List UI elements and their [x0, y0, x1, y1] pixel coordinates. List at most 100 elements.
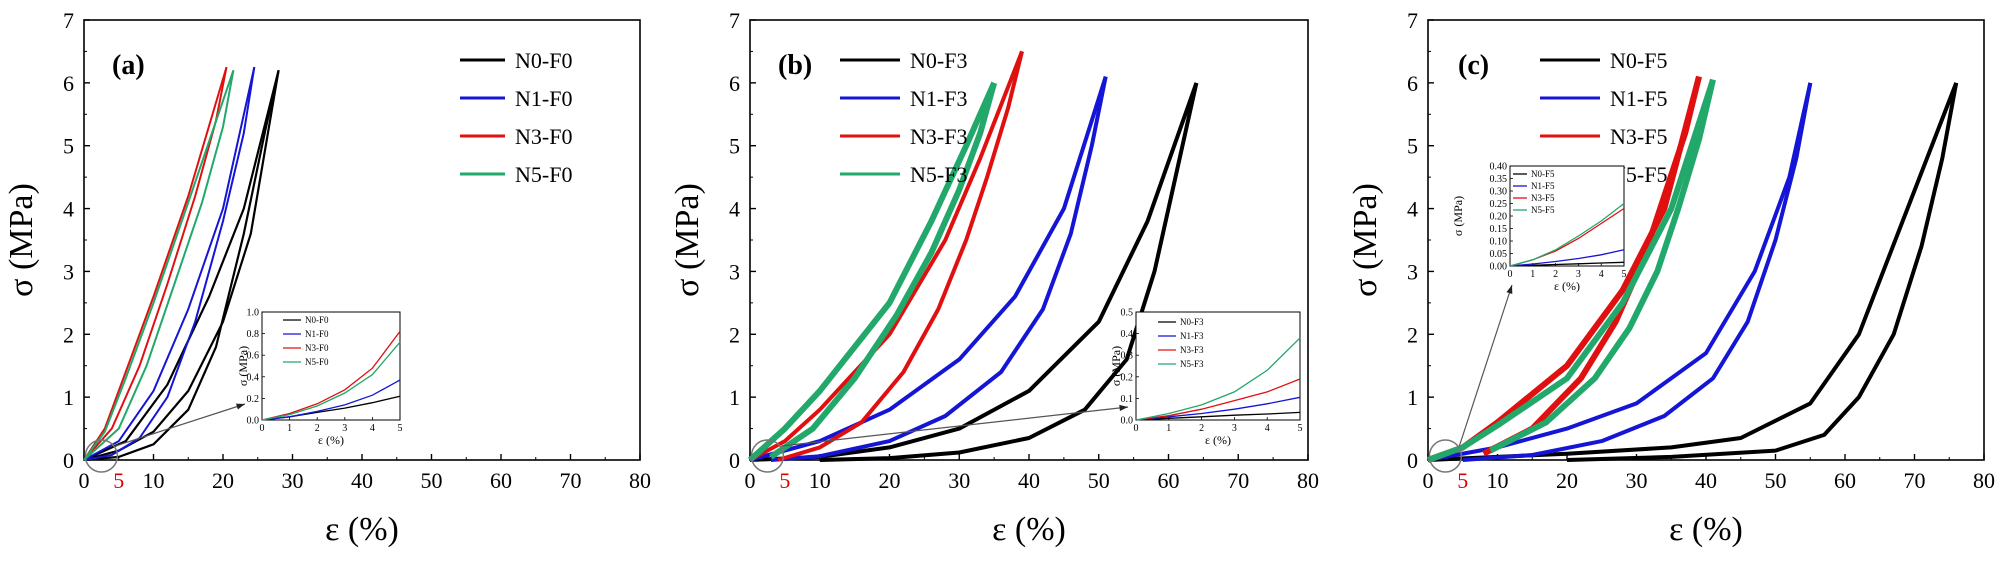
- inset-x-tick-label: 2: [1553, 269, 1558, 280]
- x-tick-label: 0: [745, 468, 756, 493]
- x-tick-label: 70: [1227, 468, 1249, 493]
- inset-x-tick-label: 1: [287, 423, 292, 434]
- inset-y-tick-label: 0.35: [1490, 174, 1508, 185]
- series-n0-f5: [1427, 82, 1959, 462]
- inset-y-axis-label: σ (MPa): [236, 346, 250, 386]
- y-tick-label: 1: [63, 385, 74, 410]
- x-tick-label: 0: [1423, 468, 1434, 493]
- legend-label: N1-F5: [1610, 86, 1667, 111]
- panel-label: (b): [778, 50, 812, 81]
- inset-y-tick-label: 0.2: [247, 394, 260, 405]
- inset-frame: [1135, 311, 1301, 421]
- inset-legend-label: N3-F5: [1531, 193, 1555, 203]
- panel-label: (c): [1458, 50, 1489, 81]
- inset-legend-label: N0-F5: [1531, 169, 1555, 179]
- y-tick-label: 0: [729, 448, 740, 473]
- series-line-loading: [749, 50, 1024, 462]
- inset-y-tick-label: 1.0: [247, 308, 260, 319]
- y-tick-label: 1: [1407, 385, 1418, 410]
- y-tick-label: 4: [729, 197, 740, 222]
- y-tick-label: 6: [1407, 71, 1418, 96]
- x-axis-label: ε (%): [992, 511, 1066, 548]
- inset-series-n0-f5: [1509, 261, 1625, 267]
- x-tick-label: 70: [1904, 468, 1926, 493]
- inset-y-tick-label: 0.4: [247, 372, 260, 383]
- legend-label: N1-F0: [515, 86, 572, 111]
- inset-series-n0-f3: [1135, 411, 1301, 421]
- legend-label: N0-F5: [1610, 48, 1667, 73]
- y-tick-label: 1: [729, 385, 740, 410]
- inset-legend-label: N5-F5: [1531, 205, 1555, 215]
- x-tick-label-highlight: 5: [779, 468, 790, 493]
- inset-y-tick-label: 0.30: [1490, 187, 1508, 198]
- y-tick-label: 7: [1407, 8, 1418, 33]
- series-line-loading: [83, 66, 228, 461]
- y-tick-label: 6: [63, 71, 74, 96]
- zoom-circle: [1428, 439, 1463, 473]
- x-axis-label: ε (%): [1669, 511, 1743, 548]
- inset-legend-label: N3-F0: [305, 343, 329, 353]
- inset-y-tick-label: 0.5: [1121, 308, 1134, 319]
- inset-series-n3-f3: [1135, 378, 1301, 421]
- y-tick-label: 5: [63, 134, 74, 159]
- inset-y-tick-label: 0.4: [1121, 329, 1134, 340]
- inset-series-n1-f5: [1509, 249, 1625, 267]
- inset-x-tick-label: 3: [1576, 269, 1581, 280]
- legend-label: N3-F3: [910, 124, 967, 149]
- inset-x-tick-label: 2: [1199, 423, 1204, 434]
- inset-y-tick-label: 0.1: [1121, 394, 1134, 405]
- inset-x-tick-label: 4: [1265, 423, 1270, 434]
- inset-x-tick-label: 3: [1232, 423, 1237, 434]
- inset-x-tick-label: 4: [1599, 269, 1604, 280]
- x-axis-label: ε (%): [325, 511, 399, 548]
- inset-y-tick-label: 0.20: [1490, 212, 1508, 223]
- y-tick-label: 7: [729, 8, 740, 33]
- x-tick-label: 60: [1158, 468, 1180, 493]
- inset-x-axis-label: ε (%): [1205, 433, 1231, 447]
- inset-y-tick-label: 0.0: [247, 416, 260, 427]
- zoom-arrow-line: [781, 406, 1129, 447]
- inset-y-tick-label: 0.3: [1121, 351, 1134, 362]
- legend-label: N3-F5: [1610, 124, 1667, 149]
- inset-series-n1-f0: [261, 379, 401, 421]
- zoom-circle: [84, 439, 119, 473]
- x-tick-label: 30: [1626, 468, 1648, 493]
- inset-y-tick-label: 0.25: [1490, 199, 1508, 210]
- inset-y-tick-label: 0.05: [1490, 249, 1508, 260]
- legend-label: N3-F0: [515, 124, 572, 149]
- x-tick-label: 0: [79, 468, 90, 493]
- inset-x-tick-label: 5: [398, 423, 403, 434]
- y-tick-label: 2: [1407, 322, 1418, 347]
- y-tick-label: 3: [729, 259, 740, 284]
- series-line-unloading: [1462, 82, 1813, 462]
- x-tick-label: 20: [1556, 468, 1578, 493]
- x-tick-label: 10: [1487, 468, 1509, 493]
- x-tick-label: 50: [1765, 468, 1787, 493]
- inset-chart: 0 1 2 3 4 5 0.0 0.2 0.4 0.6 0.8 1.0 ε (%) σ (MPa) N0-F…: [236, 308, 403, 448]
- inset-x-tick-label: 5: [1622, 269, 1627, 280]
- y-tick-label: 6: [729, 71, 740, 96]
- panel-label: (a): [112, 50, 145, 81]
- inset-legend-label: N1-F0: [305, 329, 329, 339]
- inset-legend-label: N1-F3: [1180, 331, 1204, 341]
- x-tick-label: 60: [1834, 468, 1856, 493]
- inset-y-tick-label: 0.8: [247, 329, 260, 340]
- legend-label: N5-F0: [515, 162, 572, 187]
- series-line-unloading: [83, 66, 256, 461]
- inset-series-n5-f3: [1135, 337, 1301, 421]
- series-line-unloading: [770, 76, 1108, 462]
- inset-y-tick-label: 0.40: [1490, 162, 1508, 173]
- y-tick-label: 7: [63, 8, 74, 33]
- inset-series-n1-f3: [1135, 396, 1301, 421]
- inset-frame: [1509, 165, 1625, 267]
- legend-label: N0-F0: [515, 48, 572, 73]
- series-line-unloading: [1566, 82, 1959, 462]
- x-tick-label: 50: [1088, 468, 1110, 493]
- x-tick-label: 70: [560, 468, 582, 493]
- x-tick-label: 50: [421, 468, 443, 493]
- inset-x-tick-label: 4: [370, 423, 375, 434]
- series-line-loading: [83, 66, 256, 461]
- series-line-unloading: [769, 82, 997, 460]
- inset-x-tick-label: 1: [1530, 269, 1535, 280]
